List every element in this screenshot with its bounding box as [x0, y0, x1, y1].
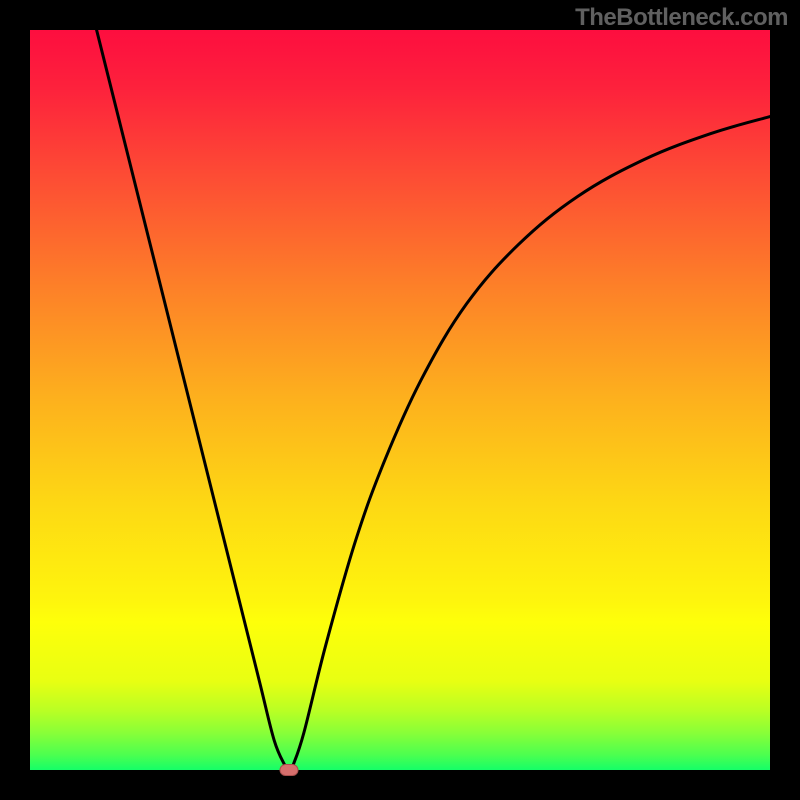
watermark-text: TheBottleneck.com: [575, 4, 788, 32]
plot-area: [30, 30, 770, 770]
bottleneck-chart: [0, 0, 800, 800]
chart-container: TheBottleneck.com: [0, 0, 800, 800]
optimal-marker: [280, 765, 298, 776]
